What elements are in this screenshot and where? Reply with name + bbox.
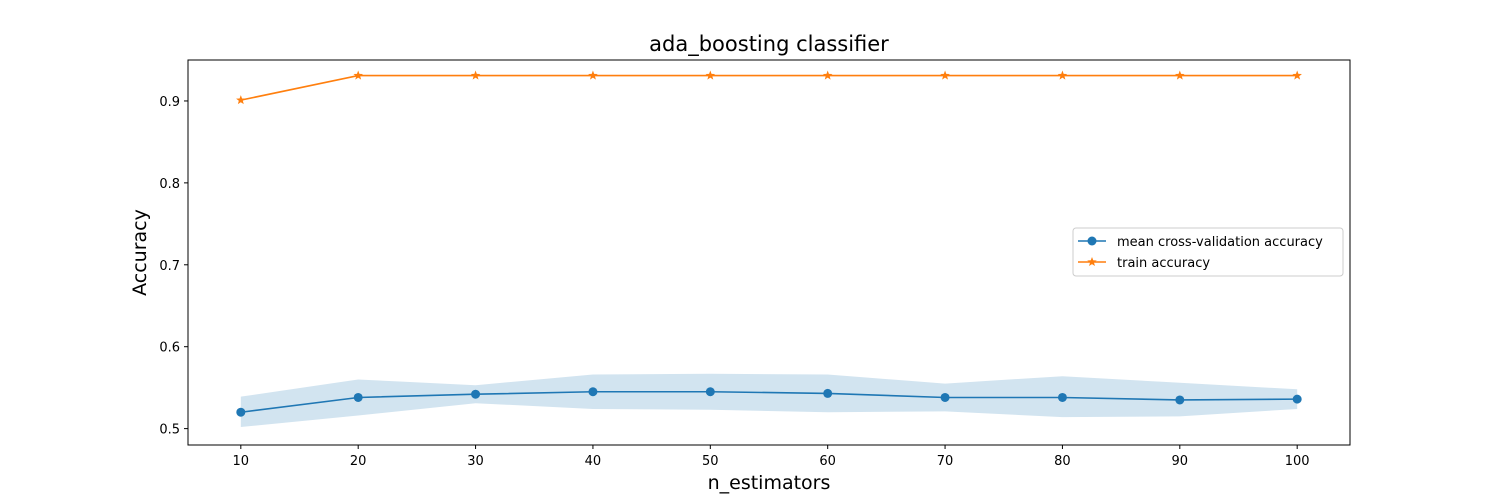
series-layer xyxy=(236,70,1302,417)
data-point xyxy=(1057,392,1067,402)
data-point xyxy=(236,407,246,417)
y-tick-label: 0.9 xyxy=(159,95,180,110)
series-line xyxy=(240,74,1298,101)
data-point xyxy=(588,70,598,80)
data-point xyxy=(1175,70,1185,80)
x-tick-label: 10 xyxy=(233,454,250,469)
data-point xyxy=(353,392,363,402)
data-point xyxy=(705,387,715,397)
data-point xyxy=(470,70,481,80)
confidence-band xyxy=(240,373,1298,427)
band-layer xyxy=(240,373,1298,427)
x-tick-label: 70 xyxy=(937,454,954,469)
series-line xyxy=(240,390,1298,414)
x-axis-ticks: 10 20 30 40 50 60 70 80 90 100 xyxy=(233,445,1310,469)
chart-title: ada_boosting classifier xyxy=(649,32,889,57)
y-tick-label: 0.5 xyxy=(159,423,180,438)
data-point xyxy=(1292,70,1302,80)
plot-frame xyxy=(187,59,1351,446)
x-tick-label: 80 xyxy=(1054,454,1071,469)
y-axis-ticks: 0.5 0.6 0.7 0.8 0.9 xyxy=(159,95,188,438)
y-tick-label: 0.8 xyxy=(159,177,180,192)
x-tick-label: 50 xyxy=(702,454,719,469)
data-point xyxy=(1087,236,1097,246)
data-point xyxy=(471,389,481,399)
x-tick-label: 60 xyxy=(819,454,836,469)
legend-label: mean cross-validation accuracy xyxy=(1117,235,1323,250)
x-tick-label: 30 xyxy=(467,454,484,469)
data-point xyxy=(236,95,246,105)
x-axis-label: n_estimators xyxy=(708,472,831,494)
x-tick-label: 90 xyxy=(1172,454,1189,469)
data-point xyxy=(1175,395,1185,405)
legend-label: train accuracy xyxy=(1117,256,1210,271)
y-tick-label: 0.7 xyxy=(159,259,180,274)
data-point xyxy=(588,387,598,397)
data-point xyxy=(353,70,363,80)
data-point xyxy=(823,388,833,398)
data-point xyxy=(940,70,950,80)
data-point xyxy=(705,70,716,80)
x-tick-label: 100 xyxy=(1285,454,1310,469)
data-point xyxy=(1087,257,1097,267)
legend-box xyxy=(1072,227,1344,277)
x-tick-label: 20 xyxy=(350,454,367,469)
data-point xyxy=(822,70,833,80)
data-point xyxy=(1292,394,1302,404)
legend: mean cross-validation accuracy train accu… xyxy=(1072,227,1344,277)
data-point xyxy=(1057,70,1068,80)
y-axis-label: Accuracy xyxy=(129,209,151,296)
data-point xyxy=(940,392,950,402)
y-tick-label: 0.6 xyxy=(159,341,180,356)
x-tick-label: 40 xyxy=(585,454,602,469)
